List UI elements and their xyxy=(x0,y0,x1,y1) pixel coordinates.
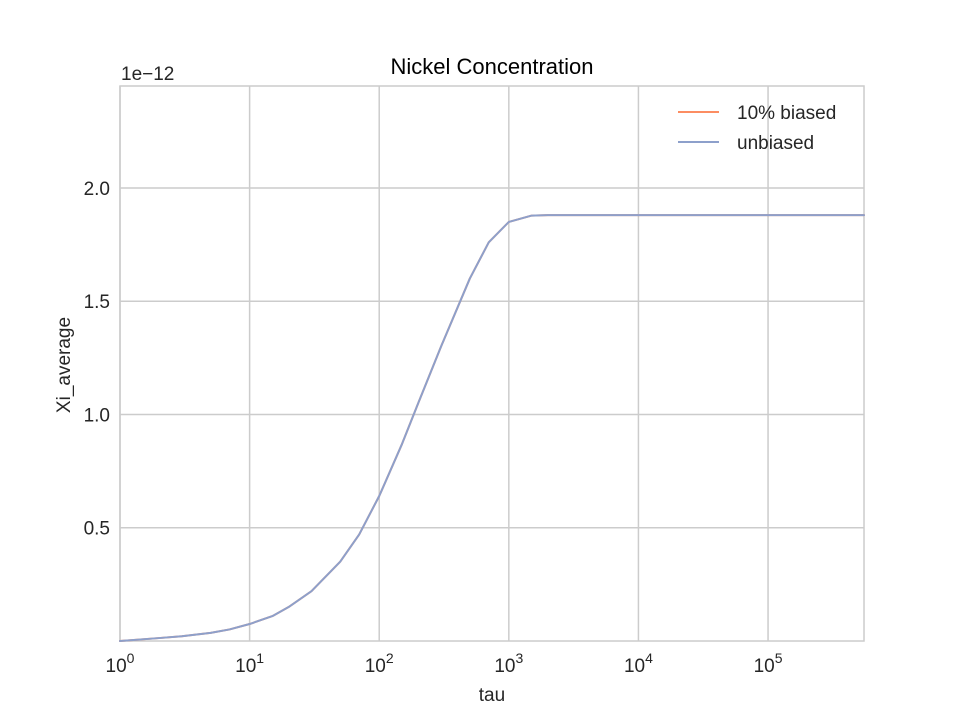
x-tick-label: 103 xyxy=(494,650,523,677)
x-tick-label: 102 xyxy=(365,650,394,677)
grid xyxy=(119,86,864,641)
y-tick-label: 2.0 xyxy=(84,179,110,200)
y-tick-label: 0.5 xyxy=(84,519,110,540)
x-tick-label: 104 xyxy=(624,650,653,677)
x-tick-label: 101 xyxy=(235,650,264,677)
y-axis-label: Xi_average xyxy=(54,317,75,413)
plot-frame xyxy=(119,85,865,642)
series-line-unbiased xyxy=(119,214,865,642)
legend: 10% biased unbiased xyxy=(678,103,836,154)
y-tick-label: 1.5 xyxy=(84,292,110,313)
y-offset-text: 1e−12 xyxy=(121,64,174,85)
chart-title: Nickel Concentration xyxy=(391,54,594,79)
x-axis-label: tau xyxy=(479,685,505,706)
legend-label-unbiased: unbiased xyxy=(737,133,814,154)
y-tick-label: 1.0 xyxy=(84,405,110,426)
tick-labels: 100 101 102 103 104 105 0.5 1.0 1.5 2.0 xyxy=(84,179,783,677)
legend-label-10-percent-biased: 10% biased xyxy=(737,103,836,124)
x-tick-label: 105 xyxy=(754,650,783,677)
series-lines xyxy=(119,214,865,642)
x-tick-label: 100 xyxy=(106,650,135,677)
